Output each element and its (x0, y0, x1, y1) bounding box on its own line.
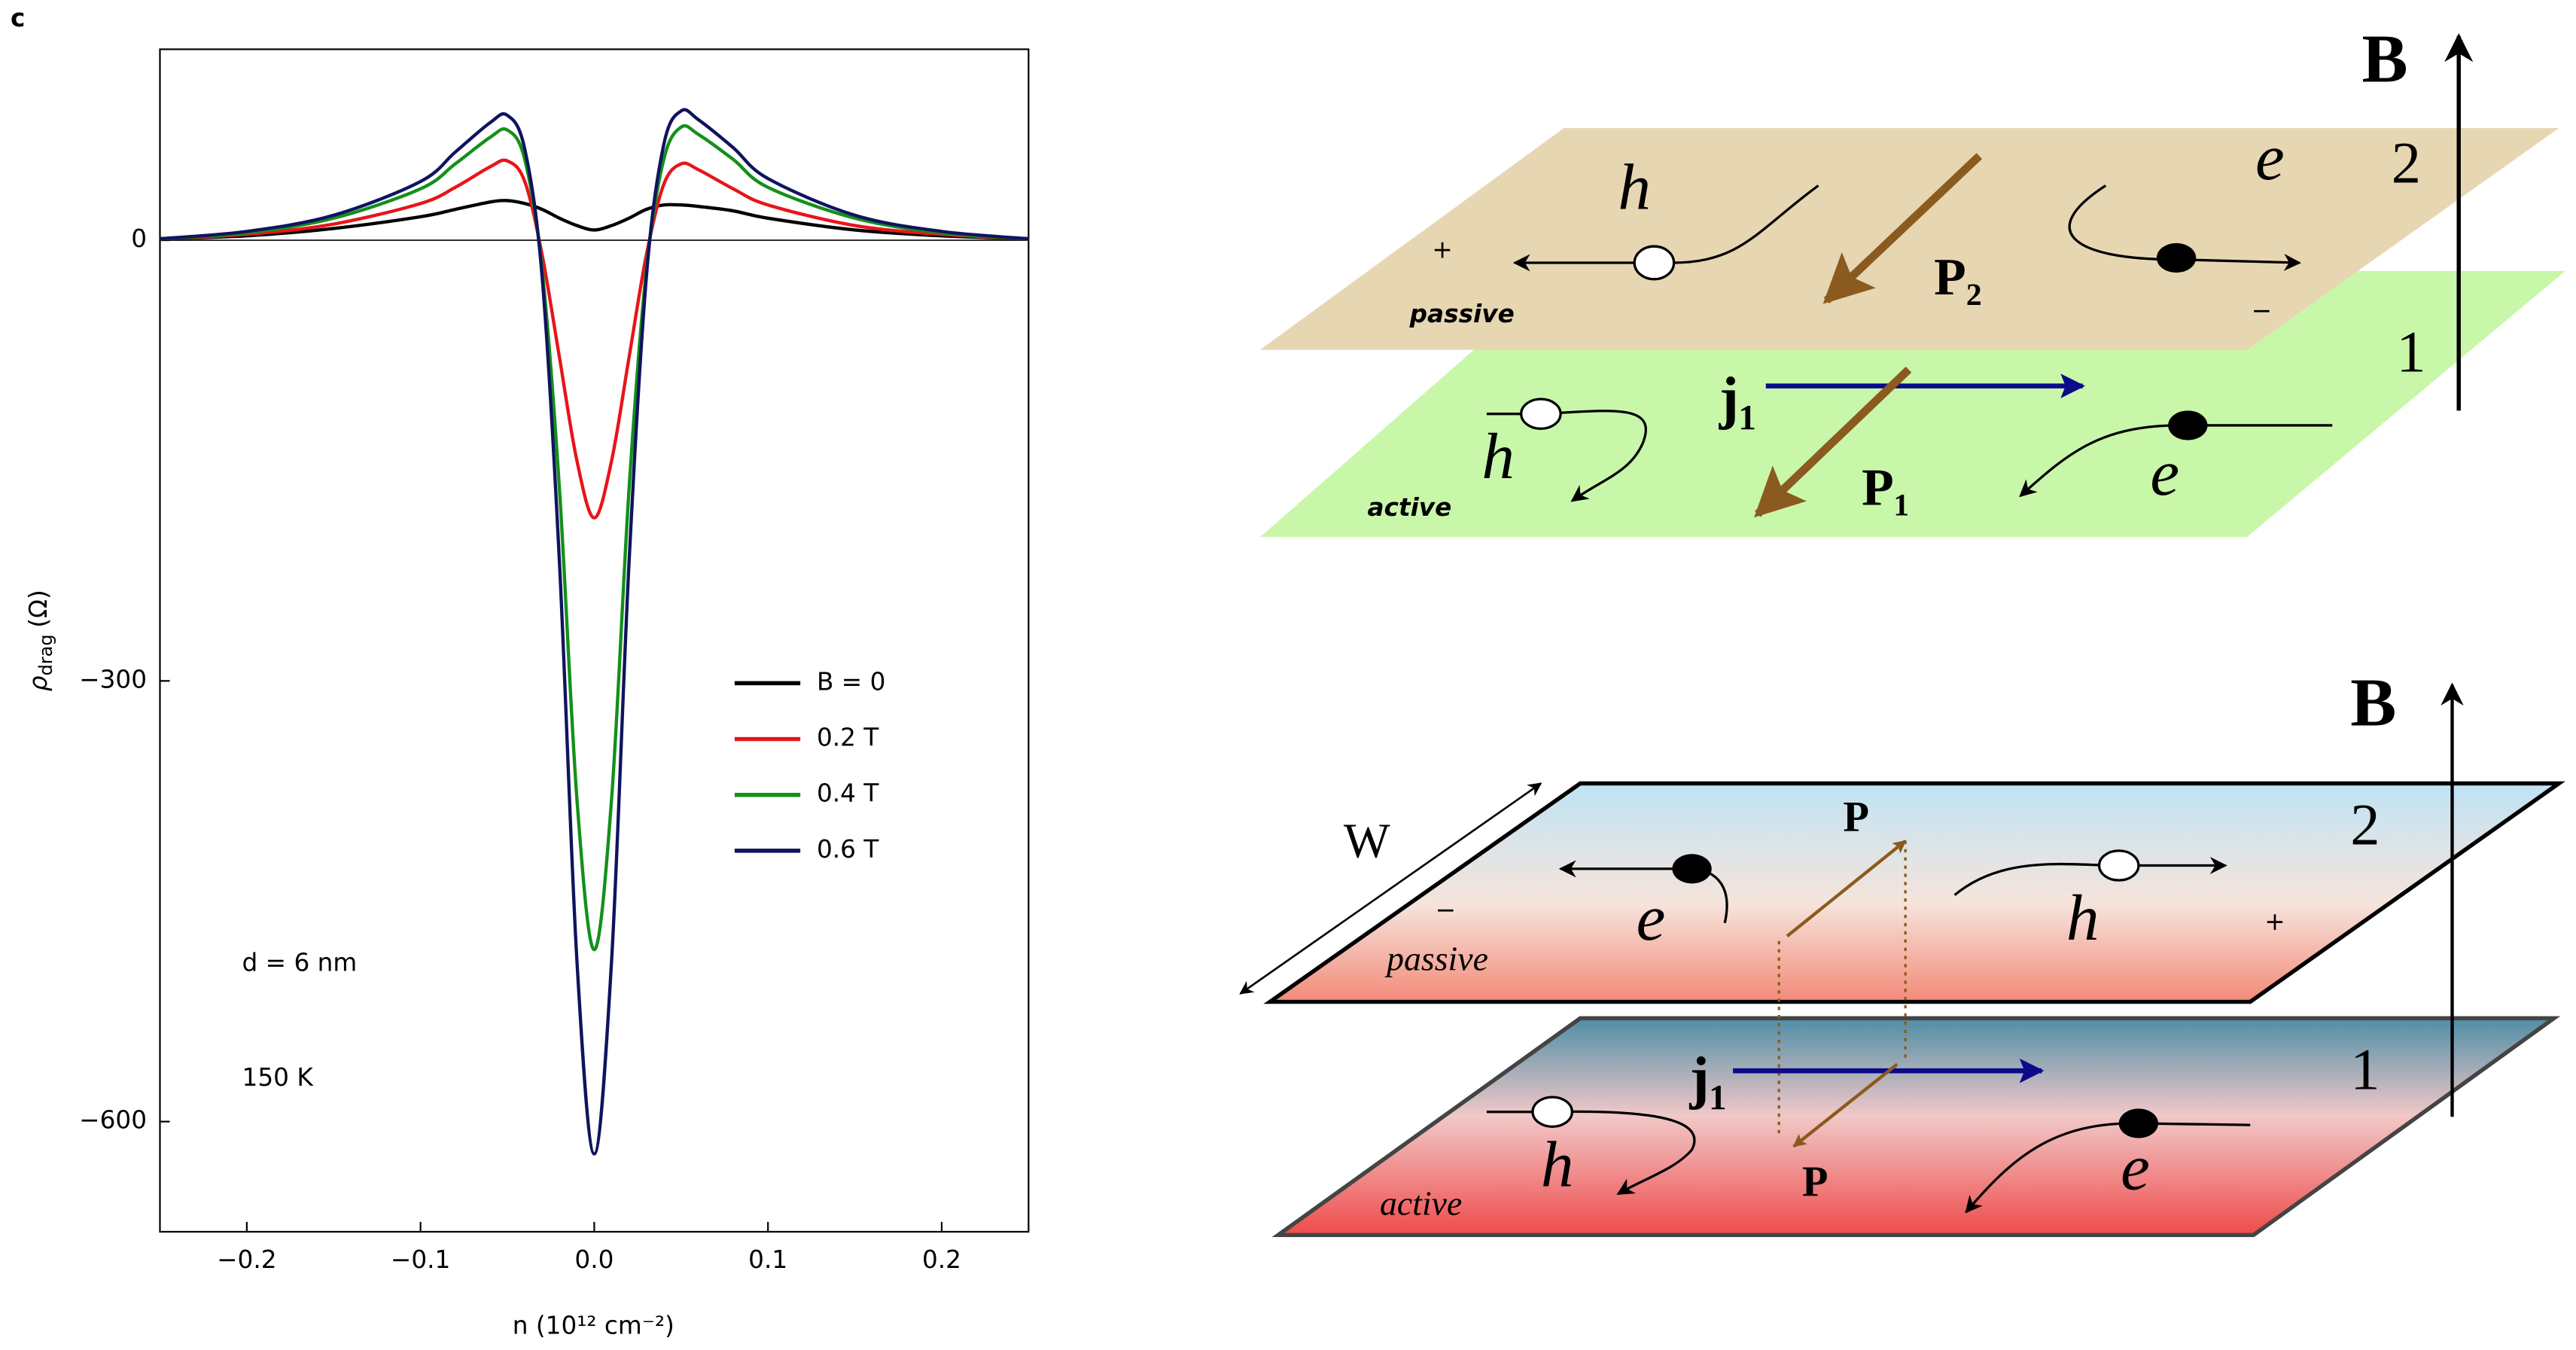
layer-name: passive (1409, 300, 1515, 328)
current-label: j₁ (1719, 365, 1757, 431)
polarization-label: P₂ (1934, 248, 1982, 306)
chart: c n (10¹² cm⁻²) ρdrag (Ω) −0.2 −0.1 0.0 0.1 0… (11, 4, 1030, 1339)
polarization-arrow (1792, 1062, 1899, 1148)
electron-label: e (2255, 120, 2285, 194)
hole-label: h (1541, 1127, 1574, 1200)
electron-label: e (2121, 1131, 2150, 1204)
electron (1672, 854, 1712, 884)
hole-label: h (2066, 881, 2099, 954)
layer-plane (1259, 128, 2559, 350)
polarization-label: P (1802, 1158, 1828, 1205)
polarization-arrow (1786, 840, 1907, 938)
legend-label: 0.2 T (817, 724, 879, 752)
y-label-symbol: ρ (24, 675, 53, 691)
x-tick-label: −0.2 (217, 1245, 276, 1274)
series-line (160, 158, 1029, 520)
hole-label: h (1618, 150, 1651, 223)
diagram-bottom: B 2 1 W − e passive P h + j₁ h P e activ… (1239, 663, 2565, 1238)
annotation: 150 K (242, 1063, 315, 1092)
plus-sign: + (2264, 907, 2285, 936)
layer-number: 1 (2396, 319, 2425, 385)
x-axis-label: n (10¹² cm⁻²) (513, 1311, 674, 1339)
layer-number: 2 (2350, 792, 2380, 858)
layer-number: 1 (2350, 1037, 2380, 1102)
minus-sign: − (1436, 896, 1456, 925)
electron (2118, 1108, 2159, 1138)
current-label: j₁ (1689, 1045, 1728, 1111)
legend-label: 0.4 T (817, 779, 879, 808)
electron (2168, 410, 2208, 440)
series-line (160, 108, 1029, 1156)
electron (2156, 242, 2197, 273)
y-tick-label: 0 (131, 224, 147, 253)
hole-label: h (1481, 419, 1515, 492)
electron-label: e (2150, 436, 2179, 509)
electron-label: e (1637, 881, 1666, 954)
width-arrow (1239, 782, 1542, 995)
trajectory (1672, 184, 1819, 264)
polarization-label: P (1843, 794, 1869, 841)
polarization-arrow (1754, 366, 1912, 518)
layer-plane (1271, 1016, 2561, 1238)
y-tick-label: −600 (79, 1106, 147, 1135)
annotation: d = 6 nm (242, 948, 358, 977)
hole (1520, 398, 1562, 430)
trajectory (1486, 1110, 1696, 1196)
panel-label: c (11, 4, 25, 32)
y-label-unit: (Ω) (24, 590, 53, 628)
field-label: B (2350, 663, 2396, 740)
minus-sign: − (2252, 296, 2272, 325)
trajectory-arrow (2176, 254, 2301, 271)
y-label-subscript: drag (35, 634, 56, 675)
y-axis-label: ρdrag (Ω) (24, 590, 56, 691)
trajectory (2068, 184, 2177, 261)
layer-number: 2 (2392, 130, 2421, 196)
y-tick-label: −300 (79, 665, 147, 693)
layer-name: active (1368, 493, 1452, 522)
x-tick-label: −0.1 (391, 1245, 450, 1274)
x-tick-label: 0.2 (922, 1245, 961, 1274)
series-line (160, 123, 1029, 952)
hole (2097, 849, 2140, 882)
diagram-top: B 2 1 h + passive P₂ e − j₁ h P₁ e activ… (1259, 20, 2566, 538)
hole (1633, 245, 1676, 281)
layer-name: passive (1384, 940, 1488, 978)
legend-label: 0.6 T (817, 835, 879, 864)
plus-sign: + (1432, 236, 1452, 264)
layer-name: active (1380, 1184, 1462, 1223)
x-tick-label: 0.1 (748, 1245, 787, 1274)
field-label: B (2362, 20, 2408, 96)
polarization-label: P₁ (1862, 459, 1910, 517)
x-tick-label: 0.0 (574, 1245, 614, 1274)
hole (1531, 1096, 1573, 1128)
series-line (160, 199, 1029, 241)
polarization-arrow (1822, 153, 1983, 304)
legend-label: B = 0 (817, 667, 885, 696)
width-label: W (1344, 814, 1390, 868)
trajectory (1486, 410, 1647, 502)
